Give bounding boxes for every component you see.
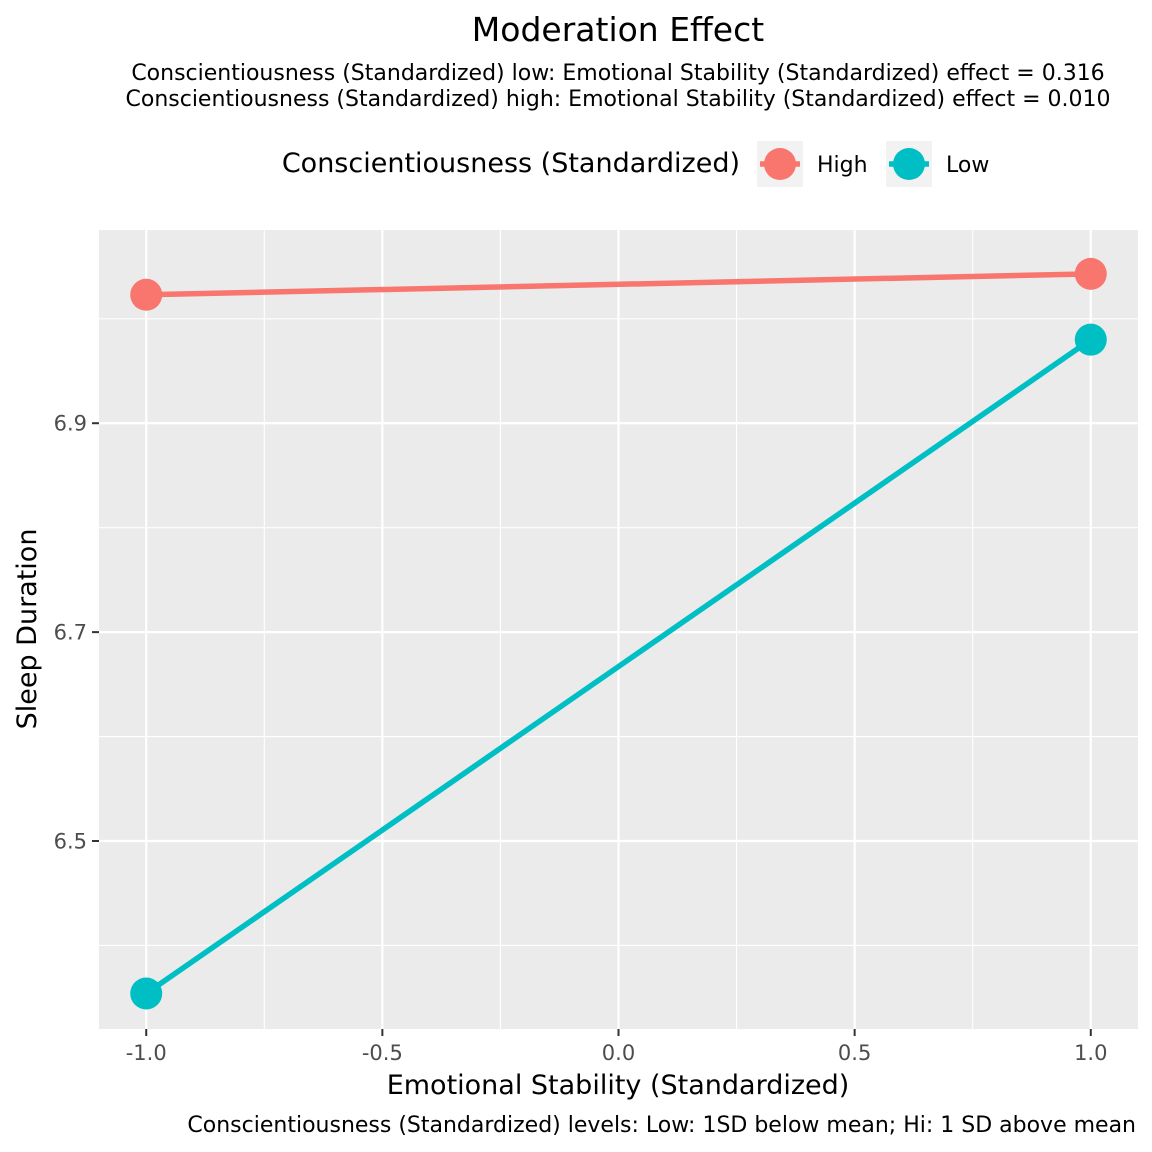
y-axis-label: Sleep Duration — [12, 529, 43, 730]
chart-title: Moderation Effect — [472, 10, 764, 49]
chart-caption: Conscientiousness (Standardized) levels:… — [187, 1113, 1136, 1138]
series-line — [146, 271, 1091, 298]
legend-item-low: Low — [886, 141, 989, 187]
y-tick-label: 6.5 — [54, 830, 87, 854]
data-point — [130, 977, 163, 1010]
y-tick-label: 6.9 — [54, 412, 87, 436]
legend-key-point — [893, 148, 925, 180]
x-tick-label: 1.0 — [1074, 1041, 1107, 1065]
legend-item-high: High — [757, 141, 868, 187]
x-tick-label: -1.0 — [126, 1041, 167, 1065]
x-tick-label: -0.5 — [362, 1041, 403, 1065]
x-tick-label: 0.5 — [838, 1041, 871, 1065]
x-tick-label: 0.0 — [602, 1041, 635, 1065]
data-point — [130, 278, 163, 311]
data-point — [1074, 257, 1107, 290]
legend-title: Conscientiousness (Standardized) — [282, 148, 740, 179]
series-high — [130, 257, 1107, 311]
chart-subtitle-line-1: Conscientiousness (Standardized) low: Em… — [131, 61, 1104, 86]
legend-item-label: Low — [946, 153, 989, 178]
data-point — [1074, 323, 1107, 356]
chart-subtitle-line-2: Conscientiousness (Standardized) high: E… — [126, 87, 1111, 112]
legend-item-label: High — [817, 153, 868, 178]
x-axis-label: Emotional Stability (Standardized) — [387, 1070, 850, 1101]
y-tick-label: 6.7 — [54, 621, 87, 645]
legend: Conscientiousness (Standardized) High Low — [282, 141, 989, 187]
series-line — [144, 337, 1093, 996]
series-low — [130, 323, 1107, 1010]
legend-key-point — [764, 148, 796, 180]
